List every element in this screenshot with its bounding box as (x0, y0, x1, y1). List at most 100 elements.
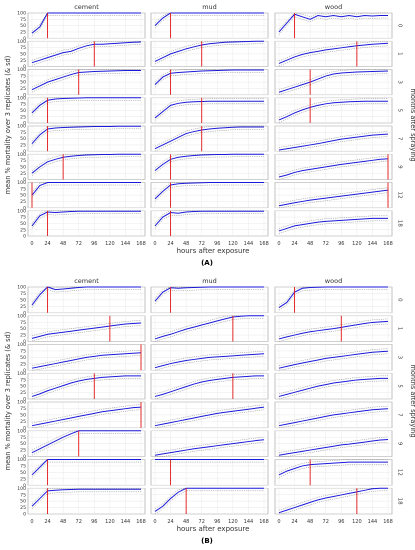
panel-mud-5 (150, 372, 269, 400)
x-tick-label: 24 (167, 241, 173, 247)
sd-lower-line (31, 15, 141, 36)
right-axis-title: months after spraying (409, 88, 415, 161)
y-tick-label: 50 (20, 136, 26, 142)
mean-line (278, 217, 388, 232)
facet-row-label-7: 7 (397, 413, 403, 417)
sd-lower-line (31, 100, 141, 116)
y-tick-label: 75 (20, 406, 26, 412)
x-tick-label: 24 (167, 519, 173, 525)
y-axis-title: mean % mortality over 3 replicates (& sd… (4, 56, 12, 195)
y-tick-label: 50 (20, 355, 26, 361)
facet-row-label-0: 0 (397, 24, 403, 28)
sd-upper-line (31, 349, 142, 366)
panel-mud-1 (150, 315, 269, 342)
y-tick-label: 75 (20, 186, 26, 192)
figure-b: cement mud wood002550751001025507510030255… (4, 277, 415, 545)
mean-line (154, 210, 264, 227)
sd-lower-line (154, 184, 264, 202)
x-tick-label: 144 (244, 241, 254, 247)
mean-line (31, 430, 141, 454)
sd-upper-line (278, 41, 388, 62)
sd-lower-line (154, 103, 264, 121)
sd-upper-line (31, 320, 142, 337)
x-tick-label: 96 (91, 519, 97, 525)
y-tick-label: 0 (23, 92, 26, 98)
mean-line (31, 182, 141, 196)
mean-line (31, 488, 141, 507)
x-tick-label: 72 (323, 519, 329, 525)
sd-lower-line (279, 136, 389, 152)
mean-line (154, 286, 264, 302)
panel-wood-7 (274, 125, 393, 152)
y-tick-label: 0 (23, 121, 26, 127)
y-tick-label: 100 (17, 313, 26, 319)
mean-line (278, 377, 388, 397)
panel-wood-1 (274, 315, 393, 342)
y-tick-label: 100 (17, 400, 26, 406)
y-tick-label: 75 (20, 291, 26, 297)
panel-mud-7 (150, 125, 269, 152)
y-tick-label: 100 (17, 371, 26, 377)
sd-upper-line (31, 404, 142, 424)
y-tick-label: 0 (23, 368, 26, 374)
y-tick-label: 75 (20, 102, 26, 108)
mean-line (278, 13, 388, 33)
sd-lower-line (154, 72, 264, 88)
x-tick-label: 120 (228, 241, 238, 247)
panel-wood-18 (274, 487, 393, 515)
y-tick-label: 75 (20, 73, 26, 79)
panel-cement-0 (27, 286, 146, 314)
y-tick-label: 100 (17, 342, 26, 348)
x-tick-label: 72 (76, 519, 82, 525)
y-tick-label: 0 (23, 454, 26, 460)
y-tick-label: 100 (17, 486, 26, 492)
x-axis-title: hours after exposure (177, 525, 250, 533)
y-tick-label: 25 (20, 419, 26, 425)
y-tick-label: 75 (20, 320, 26, 326)
x-tick-label: 168 (383, 519, 393, 525)
sd-lower-line (278, 464, 388, 478)
x-tick-label: 96 (214, 241, 220, 247)
y-tick-label: 25 (20, 199, 26, 205)
facet-title-mud: mud (202, 3, 217, 11)
panel-cement-1 (27, 315, 146, 342)
y-tick-label: 0 (23, 339, 26, 345)
panel-mud-18 (150, 487, 269, 515)
sd-lower-line (31, 128, 141, 147)
x-tick-label: 48 (307, 519, 313, 525)
mean-line (154, 439, 265, 456)
mean-line (154, 487, 264, 512)
x-tick-label: 48 (183, 241, 189, 247)
y-tick-label: 25 (20, 58, 26, 64)
sd-upper-line (31, 69, 141, 88)
sd-lower-line (31, 409, 142, 428)
sd-lower-line (31, 491, 141, 510)
sd-lower-line (154, 156, 264, 174)
y-tick-label: 50 (20, 412, 26, 418)
sd-lower-line (154, 289, 264, 304)
panel-cement-7 (27, 401, 146, 429)
panel-wood-1 (274, 40, 393, 67)
x-tick-label: 48 (307, 241, 313, 247)
figure-a: cement mud wood002550751001025507510030255… (4, 3, 415, 267)
y-tick-label: 75 (20, 377, 26, 383)
sd-lower-line (278, 353, 389, 371)
y-tick-label: 100 (17, 285, 26, 291)
sd-upper-line (154, 436, 265, 453)
facet-title-wood: wood (325, 277, 342, 285)
y-tick-label: 75 (20, 158, 26, 164)
y-tick-label: 25 (20, 448, 26, 454)
mean-line (154, 12, 264, 26)
facet-row-label-5: 5 (397, 384, 403, 388)
sd-upper-line (154, 350, 265, 366)
x-tick-label: 72 (323, 241, 329, 247)
mean-line (278, 189, 389, 207)
panel-mud-18 (150, 210, 269, 237)
y-tick-label: 50 (20, 164, 26, 170)
y-tick-label: 25 (20, 171, 26, 177)
y-tick-label: 25 (20, 361, 26, 367)
facet-row-label-9: 9 (397, 442, 403, 446)
sd-upper-line (278, 215, 388, 229)
y-tick-label: 0 (23, 512, 26, 518)
facet-title-wood: wood (325, 3, 342, 11)
